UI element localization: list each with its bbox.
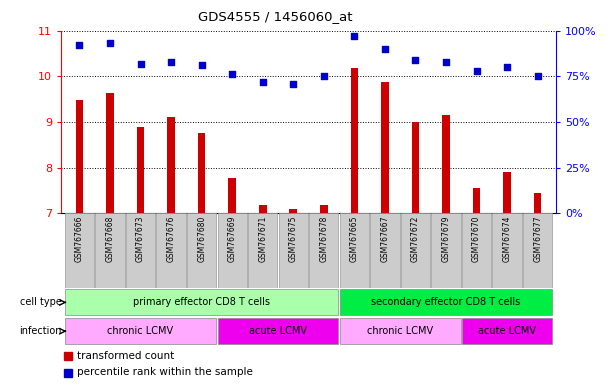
Bar <box>248 213 277 288</box>
Bar <box>218 213 247 288</box>
Text: infection: infection <box>19 326 62 336</box>
Point <box>288 81 298 87</box>
Text: GSM767674: GSM767674 <box>503 215 511 262</box>
Text: GSM767676: GSM767676 <box>167 215 175 262</box>
Text: GSM767666: GSM767666 <box>75 215 84 262</box>
Bar <box>65 290 338 315</box>
Bar <box>309 213 338 288</box>
Text: GSM767679: GSM767679 <box>442 215 450 262</box>
Bar <box>401 213 430 288</box>
Text: GSM767677: GSM767677 <box>533 215 542 262</box>
Bar <box>187 213 216 288</box>
Point <box>136 61 145 67</box>
Text: acute LCMV: acute LCMV <box>249 326 307 336</box>
Text: GSM767668: GSM767668 <box>106 215 114 262</box>
Text: GSM767672: GSM767672 <box>411 215 420 262</box>
Bar <box>492 213 522 288</box>
Bar <box>279 213 308 288</box>
Text: GSM767678: GSM767678 <box>320 215 328 262</box>
Bar <box>65 213 94 288</box>
Point <box>197 62 207 68</box>
Bar <box>229 177 236 213</box>
Bar <box>534 193 541 213</box>
Bar <box>126 213 155 288</box>
Text: transformed count: transformed count <box>78 351 175 361</box>
Bar <box>64 352 73 360</box>
Point <box>75 42 84 48</box>
Point <box>411 57 420 63</box>
Point <box>258 79 268 85</box>
Bar <box>473 188 480 213</box>
Text: GSM767671: GSM767671 <box>258 215 267 262</box>
Bar <box>351 68 358 213</box>
Bar <box>198 133 205 213</box>
Bar <box>381 82 389 213</box>
Bar <box>370 213 400 288</box>
Point <box>166 59 176 65</box>
Text: GSM767669: GSM767669 <box>228 215 236 262</box>
Bar <box>167 118 175 213</box>
Text: secondary effector CD8 T cells: secondary effector CD8 T cells <box>371 297 521 308</box>
Text: GSM767675: GSM767675 <box>289 215 298 262</box>
Bar <box>462 318 552 344</box>
Bar <box>218 318 338 344</box>
Text: GDS4555 / 1456060_at: GDS4555 / 1456060_at <box>198 10 352 23</box>
Bar <box>259 205 266 213</box>
Text: GSM767665: GSM767665 <box>350 215 359 262</box>
Bar <box>95 213 125 288</box>
Text: percentile rank within the sample: percentile rank within the sample <box>78 367 254 377</box>
Bar <box>320 205 327 213</box>
Bar <box>503 172 511 213</box>
Point <box>502 64 512 70</box>
Bar <box>412 122 419 213</box>
Point <box>105 40 115 46</box>
Bar <box>64 369 73 377</box>
Text: chronic LCMV: chronic LCMV <box>367 326 433 336</box>
Bar <box>340 290 552 315</box>
Text: primary effector CD8 T cells: primary effector CD8 T cells <box>133 297 270 308</box>
Point <box>533 73 543 79</box>
Point <box>472 68 481 74</box>
Point <box>349 33 359 39</box>
Bar <box>523 213 552 288</box>
Text: cell type: cell type <box>20 297 62 308</box>
Bar <box>431 213 461 288</box>
Bar <box>65 318 216 344</box>
Bar <box>156 213 186 288</box>
Bar <box>290 209 297 213</box>
Bar <box>340 213 369 288</box>
Point <box>227 71 237 78</box>
Text: GSM767670: GSM767670 <box>472 215 481 262</box>
Bar <box>462 213 491 288</box>
Text: GSM767667: GSM767667 <box>381 215 389 262</box>
Text: acute LCMV: acute LCMV <box>478 326 536 336</box>
Point <box>380 46 390 52</box>
Text: chronic LCMV: chronic LCMV <box>108 326 174 336</box>
Bar <box>340 318 461 344</box>
Bar <box>76 100 83 213</box>
Bar <box>442 115 450 213</box>
Point <box>319 73 329 79</box>
Text: GSM767673: GSM767673 <box>136 215 145 262</box>
Bar <box>106 93 114 213</box>
Text: GSM767680: GSM767680 <box>197 215 206 262</box>
Bar <box>137 127 144 213</box>
Point <box>441 59 451 65</box>
